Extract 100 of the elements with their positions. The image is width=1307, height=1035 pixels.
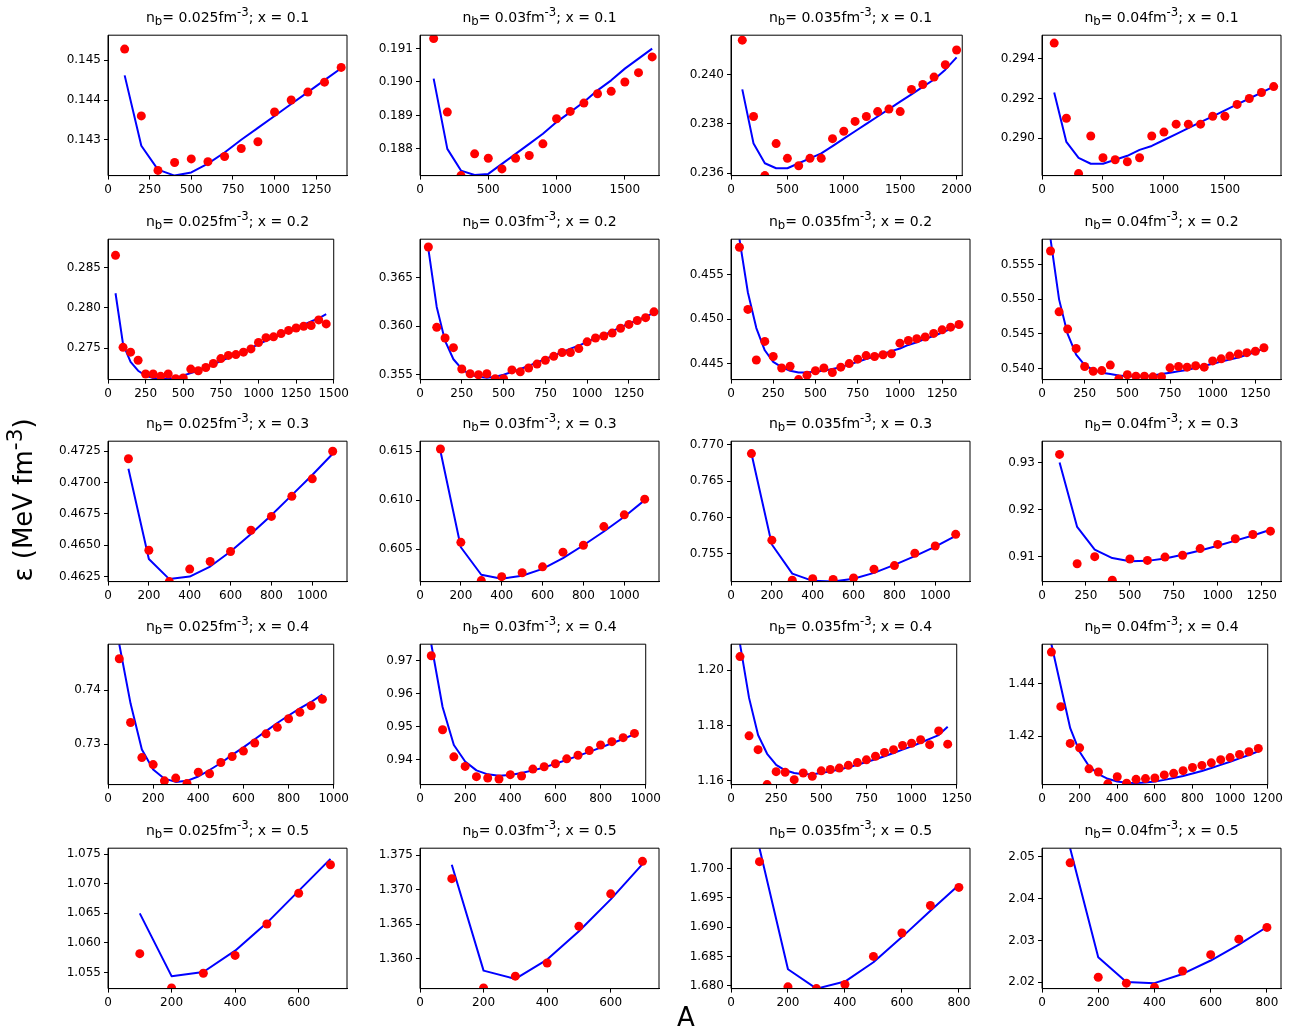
- point: [794, 161, 804, 171]
- point: [1055, 449, 1065, 459]
- x-tick-label: 600: [1143, 790, 1167, 805]
- point: [861, 351, 871, 361]
- x-tick-label: 1200: [1252, 790, 1283, 805]
- point: [118, 342, 128, 352]
- chart-title: n$_{b}$= 0.035fm$^{-3}$; x = 0.5: [767, 818, 934, 842]
- point: [457, 364, 467, 374]
- point: [618, 733, 628, 743]
- point: [250, 738, 260, 748]
- point: [261, 729, 271, 739]
- x-axis-title: A: [677, 1002, 695, 1032]
- point: [540, 355, 550, 365]
- point: [895, 107, 905, 117]
- point: [552, 114, 562, 124]
- point: [456, 537, 466, 547]
- x-tick-label: 0: [1038, 181, 1046, 196]
- point: [1075, 743, 1085, 753]
- x-tick-label: 1000: [571, 385, 603, 400]
- x-tick-label: 0: [416, 790, 424, 805]
- chart-title: n$_{b}$= 0.035fm$^{-3}$; x = 0.3: [767, 411, 934, 435]
- point: [307, 474, 317, 484]
- x-tick-label: 800: [1181, 790, 1204, 805]
- point: [471, 772, 481, 782]
- point: [607, 328, 617, 338]
- y-tick-label: 0.73: [74, 736, 101, 751]
- y-tick-label: 0.4650: [59, 537, 101, 552]
- y-tick-label: 0.189: [378, 107, 413, 122]
- point: [574, 921, 584, 931]
- point: [1131, 774, 1141, 784]
- point: [787, 575, 797, 582]
- point: [937, 325, 947, 335]
- point: [135, 949, 145, 959]
- y-tick-label: 0.143: [66, 131, 101, 146]
- point: [1084, 764, 1094, 774]
- point: [582, 337, 592, 347]
- point: [432, 322, 442, 332]
- point: [435, 444, 445, 454]
- point: [442, 107, 452, 117]
- y-tick-label: 0.540: [1000, 360, 1035, 375]
- x-tick-label: 1000: [259, 181, 290, 196]
- point: [616, 323, 626, 333]
- y-tick-label: 0.360: [378, 318, 413, 333]
- point: [810, 366, 820, 376]
- point: [163, 369, 173, 379]
- point: [565, 106, 575, 116]
- y-tick-label: 1.370: [378, 881, 413, 896]
- x-tick-label: 1250: [1246, 587, 1277, 602]
- x-tick-label: 400: [186, 790, 210, 805]
- point: [253, 137, 263, 147]
- point: [1122, 778, 1132, 785]
- x-tick-label: 400: [535, 994, 559, 1009]
- point: [593, 89, 603, 99]
- point: [884, 104, 894, 114]
- point: [321, 319, 331, 329]
- point: [336, 62, 346, 72]
- point: [1174, 361, 1184, 371]
- y-tick-label: 0.770: [689, 436, 724, 451]
- point: [798, 768, 808, 778]
- chart-title: n$_{b}$= 0.035fm$^{-3}$; x = 0.2: [767, 209, 934, 233]
- y-tick-label: 0.355: [378, 366, 413, 381]
- x-tick-label: 500: [775, 181, 799, 196]
- point: [870, 751, 880, 761]
- point: [448, 343, 458, 353]
- chart-title: n$_{b}$= 0.04fm$^{-3}$; x = 0.4: [1083, 614, 1240, 638]
- point: [828, 134, 838, 144]
- point: [751, 355, 761, 365]
- x-tick-label: 250: [450, 385, 474, 400]
- y-tick-label: 1.070: [66, 875, 101, 890]
- x-tick-label: 500: [171, 385, 195, 400]
- point: [216, 354, 226, 364]
- point: [1242, 348, 1252, 358]
- x-tick-label: 800: [571, 587, 595, 602]
- x-tick-label: 1000: [1148, 181, 1180, 196]
- point: [220, 152, 230, 162]
- point: [291, 323, 301, 333]
- point: [771, 767, 781, 777]
- x-tick-label: 500: [804, 385, 827, 400]
- point: [253, 337, 263, 347]
- point: [1206, 950, 1216, 960]
- point: [649, 307, 659, 317]
- chart-title: n$_{b}$= 0.025fm$^{-3}$; x = 0.4: [144, 614, 311, 638]
- point: [1213, 539, 1223, 549]
- point: [903, 336, 913, 345]
- point: [1063, 324, 1073, 334]
- point: [590, 333, 600, 343]
- point: [777, 363, 787, 373]
- point: [284, 714, 294, 724]
- x-tick-label: 400: [1105, 790, 1129, 805]
- point: [317, 694, 327, 704]
- point: [1112, 772, 1122, 782]
- point: [789, 775, 799, 785]
- y-tick-label: 1.695: [689, 890, 724, 905]
- point: [137, 753, 147, 763]
- y-tick-label: 0.445: [689, 355, 724, 370]
- point: [807, 771, 817, 781]
- point: [156, 371, 166, 380]
- point: [780, 767, 790, 777]
- x-tick-label: 600: [1199, 994, 1223, 1009]
- point: [889, 745, 899, 755]
